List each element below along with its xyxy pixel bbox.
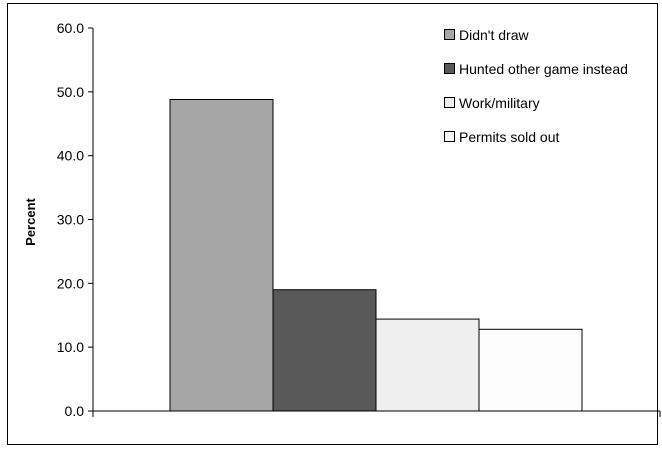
y-tick-label: 40.0: [57, 148, 84, 164]
y-tick-label: 30.0: [57, 212, 84, 228]
legend-label: Work/military: [459, 95, 540, 111]
y-tick-label: 20.0: [57, 275, 84, 291]
bar: [478, 328, 583, 412]
legend-swatch: [444, 29, 455, 40]
legend: Didn't draw Hunted other game instead Work…: [444, 27, 628, 145]
y-tick-label: 10.0: [57, 339, 84, 355]
bar: [375, 318, 480, 412]
legend-label: Hunted other game instead: [459, 61, 628, 77]
bar: [272, 289, 377, 412]
legend-label: Didn't draw: [459, 27, 529, 43]
legend-swatch: [444, 97, 455, 108]
y-tick-label: 0.0: [65, 403, 85, 419]
legend-label: Permits sold out: [459, 129, 559, 145]
y-axis-label: Percent: [23, 197, 38, 245]
bars: [169, 98, 583, 412]
y-tick-label: 50.0: [57, 84, 84, 100]
legend-swatch: [444, 63, 455, 74]
y-tick-label: 60.0: [57, 20, 84, 36]
legend-swatch: [444, 131, 455, 142]
bar: [169, 98, 274, 412]
